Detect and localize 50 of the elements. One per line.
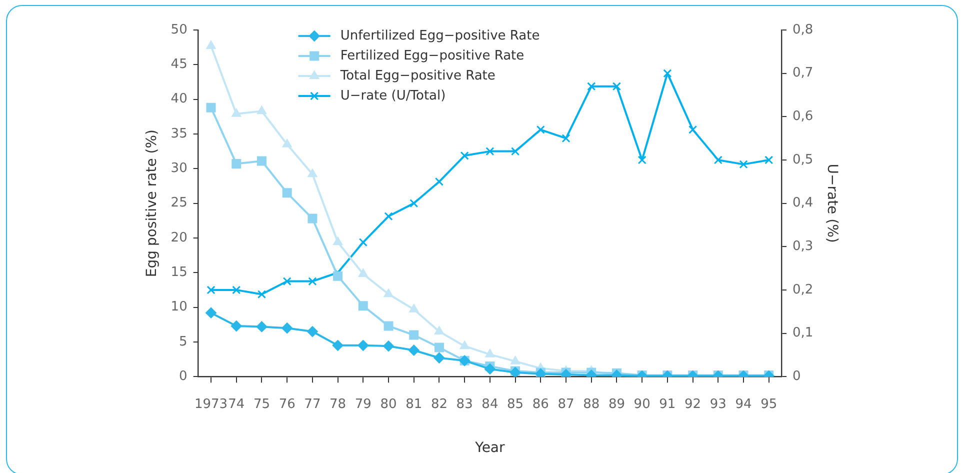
y-tick-label: 35: [170, 126, 188, 142]
y-tick-label: 40: [170, 92, 188, 107]
x-tick-label: 78: [330, 396, 346, 412]
x-tick-label: 91: [659, 396, 676, 412]
x-tick-label: 89: [608, 396, 625, 412]
x-tick-label: 82: [430, 396, 448, 412]
y2-axis-title: U−rate (%): [824, 164, 840, 243]
x-tick-label: 74: [228, 396, 245, 412]
x-tick-label: 94: [735, 396, 752, 412]
legend-label: U−rate (U/Total): [340, 88, 446, 104]
x-tick-label: 90: [634, 396, 650, 412]
x-tick-label: 79: [354, 396, 372, 412]
x-tick-label: 1973: [194, 396, 228, 412]
x-tick-label: 88: [583, 396, 600, 412]
legend-label: Fertilized Egg−positive Rate: [340, 48, 524, 64]
x-tick-label: 86: [532, 396, 549, 412]
y2-tick-label: 0,7: [792, 66, 814, 81]
y2-tick-label: 0,3: [792, 239, 814, 254]
y2-tick-label: 0,1: [792, 326, 814, 341]
y2-tick-label: 0,5: [792, 152, 814, 168]
y-tick-label: 30: [170, 161, 188, 176]
y-axis-title: Egg positive rate (%): [144, 130, 160, 278]
y2-tick-label: 0,4: [792, 196, 814, 211]
y-tick-label: 0: [179, 368, 188, 384]
y2-tick-label: 0: [792, 368, 801, 384]
x-tick-label: 76: [278, 396, 296, 412]
x-tick-label: 85: [507, 396, 524, 412]
y-tick-label: 50: [170, 22, 188, 38]
x-tick-label: 77: [304, 396, 321, 412]
y2-tick-label: 0,8: [792, 22, 814, 38]
y-tick-label: 15: [170, 264, 188, 280]
x-tick-label: 81: [406, 396, 422, 412]
x-tick-label: 95: [760, 396, 778, 412]
x-tick-label: 75: [253, 396, 270, 412]
y-tick-label: 25: [170, 196, 188, 211]
x-tick-label: 83: [456, 396, 473, 412]
y-tick-label: 10: [170, 300, 188, 315]
x-tick-label: 93: [710, 396, 726, 412]
x-tick-label: 80: [380, 396, 397, 412]
x-tick-label: 87: [558, 396, 574, 412]
y-tick-label: 45: [170, 57, 188, 72]
y-tick-label: 5: [179, 334, 188, 350]
x-tick-label: 92: [684, 396, 702, 412]
y-tick-label: 20: [170, 230, 188, 246]
x-tick-label: 84: [482, 396, 498, 412]
x-axis-title: Year: [474, 440, 505, 456]
y2-tick-label: 0,2: [792, 282, 814, 298]
y2-tick-label: 0,6: [792, 109, 814, 124]
legend-label: Unfertilized Egg−positive Rate: [340, 28, 540, 44]
legend-label: Total Egg−positive Rate: [339, 68, 496, 84]
